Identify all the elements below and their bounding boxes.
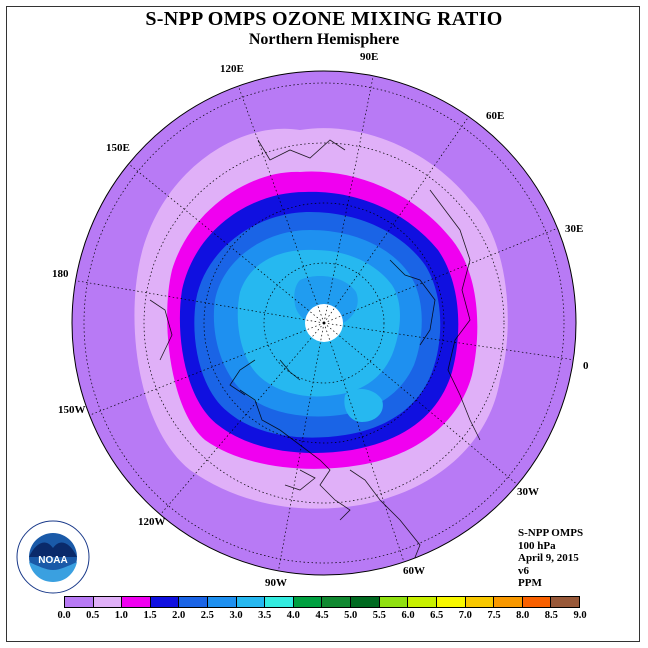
lon-label-60e: 60E <box>486 110 505 122</box>
colorbar-swatch <box>494 597 523 607</box>
colorbar-tick-label: 3.5 <box>258 610 272 621</box>
colorbar-tick-label: 5.5 <box>372 610 386 621</box>
colorbar-tick-label: 9.0 <box>573 610 587 621</box>
colorbar-swatch <box>522 597 552 607</box>
colorbar-tick-label: 2.0 <box>172 610 186 621</box>
lon-label-120e: 120E <box>220 63 244 75</box>
figure-title: S-NPP OMPS OZONE MIXING RATIO <box>145 8 503 30</box>
colorbar-tick-label: 1.5 <box>143 610 157 621</box>
lon-label-150e: 150E <box>106 142 130 154</box>
info-units: PPM <box>518 577 542 589</box>
colorbar-swatch <box>208 597 237 607</box>
colorbar-tick-label: 8.0 <box>516 610 530 621</box>
colorbar-swatch <box>150 597 180 607</box>
colorbar-tick-label: 6.0 <box>401 610 415 621</box>
colorbar-tick-label: 3.0 <box>229 610 243 621</box>
colorbar-swatch <box>93 597 123 607</box>
figure-subtitle: Northern Hemisphere <box>248 31 400 48</box>
colorbar-tick-label: 6.5 <box>430 610 444 621</box>
colorbar-tick-label: 4.0 <box>286 610 300 621</box>
colorbar-tick-label: 7.0 <box>458 610 472 621</box>
info-block: S-NPP OMPS 100 hPa April 9, 2015 v6 PPM <box>518 527 583 590</box>
lon-label-180: 180 <box>52 268 69 280</box>
colorbar-tick-label: 5.0 <box>344 610 358 621</box>
colorbar-swatch <box>236 597 266 607</box>
colorbar-swatch <box>322 597 352 607</box>
ozone-patch-3p5 <box>344 388 383 422</box>
lon-label-90w: 90W <box>265 577 287 589</box>
lon-label-60w: 60W <box>403 565 425 577</box>
colorbar-tick-label: 4.5 <box>315 610 329 621</box>
colorbar-swatch <box>465 597 495 607</box>
colorbar-swatch <box>551 597 579 607</box>
colorbar-tick-label: 7.5 <box>487 610 501 621</box>
colorbar-swatch <box>293 597 323 607</box>
logo-text: NOAA <box>38 555 67 566</box>
lon-label-30w: 30W <box>517 486 539 498</box>
lon-label-120w: 120W <box>138 516 166 528</box>
colorbar-tick-label: 2.5 <box>200 610 214 621</box>
info-date: April 9, 2015 <box>518 552 579 564</box>
colorbar-swatch <box>351 597 380 607</box>
colorbar-swatch <box>65 597 94 607</box>
lon-label-30e: 30E <box>565 223 584 235</box>
info-version: v6 <box>518 564 529 577</box>
colorbar-tick-label: 0.5 <box>86 610 100 621</box>
colorbar-swatch <box>179 597 209 607</box>
graticule <box>72 71 576 574</box>
colorbar <box>64 596 580 608</box>
colorbar-swatch <box>436 597 466 607</box>
lon-label-150w: 150W <box>58 404 86 416</box>
colorbar-tick-label: 0.0 <box>57 610 71 621</box>
lon-label-0: 0 <box>583 360 589 372</box>
colorbar-tick-label: 8.5 <box>544 610 558 621</box>
info-instrument: S-NPP OMPS <box>518 527 584 539</box>
colorbar-ticks: 0.0 0.5 1.0 1.5 2.0 2.5 3.0 3.5 4.0 4.5 5.0 5.5 6.0 6… <box>57 610 586 624</box>
figure-frame <box>6 6 640 642</box>
info-level: 100 hPa <box>518 539 556 552</box>
colorbar-swatch <box>265 597 294 607</box>
noaa-logo: NOAA <box>16 520 90 594</box>
coastlines <box>149 139 481 575</box>
colorbar-swatch <box>122 597 151 607</box>
colorbar-tick-label: 1.0 <box>114 610 128 621</box>
lon-label-90e: 90E <box>360 51 379 63</box>
colorbar-swatch <box>408 597 437 607</box>
colorbar-swatch <box>379 597 409 607</box>
